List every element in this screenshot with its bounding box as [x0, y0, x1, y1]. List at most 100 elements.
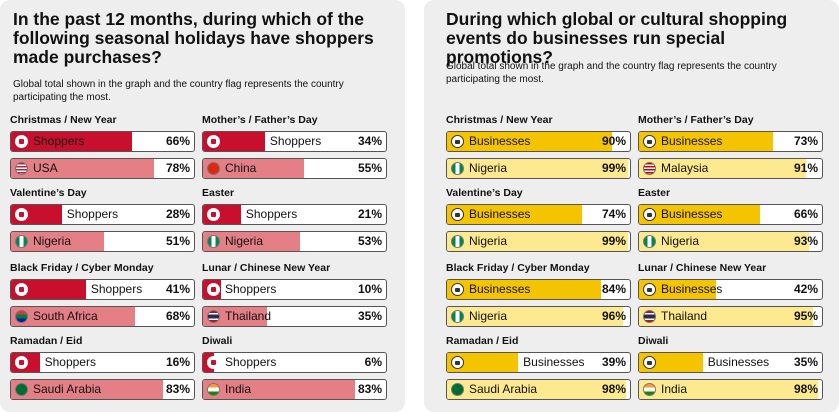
global-bar-value: 34%	[357, 134, 382, 148]
shopper-icon	[15, 283, 28, 296]
shoppers-chart-subtitle: Global total shown in the graph and the …	[13, 79, 344, 103]
category-title: Easter	[202, 187, 235, 199]
global-bar-value: 74%	[601, 207, 626, 221]
global-bar-label: Shoppers	[269, 134, 322, 148]
global-bar-label: Businesses	[661, 207, 723, 221]
country-bar: Nigeria 51%	[10, 231, 195, 252]
country-bar: USA 78%	[10, 158, 195, 179]
global-bar-fill	[639, 353, 704, 372]
global-bar-label: Shoppers	[90, 282, 143, 296]
country-bar-label: India	[225, 382, 252, 396]
global-bar: Businesses 42%	[638, 279, 823, 300]
global-bar: Shoppers 66%	[10, 131, 195, 152]
category-title: Ramadan / Eid	[446, 335, 519, 347]
global-bar-label: Shoppers	[44, 355, 96, 369]
nigeria-flag-icon	[15, 235, 28, 248]
business-icon	[643, 283, 656, 296]
global-bar-value: 39%	[601, 355, 626, 369]
category-title: Valentine’s Day	[10, 187, 87, 199]
country-bar: Nigeria 93%	[638, 231, 823, 252]
global-bar-value: 16%	[165, 355, 190, 369]
category-block: Easter Businesses 66% Nigeria 93%	[638, 186, 823, 259]
country-bar-fill	[11, 307, 136, 326]
global-bar-label: Businesses	[469, 282, 531, 296]
country-bar-fill	[203, 307, 268, 326]
country-bar: Malaysia 91%	[638, 158, 823, 179]
country-bar-label: Malaysia	[661, 161, 709, 175]
country-bar-fill	[447, 159, 629, 178]
category-title: Lunar / Chinese New Year	[202, 262, 331, 274]
global-bar-fill	[11, 132, 132, 151]
business-icon	[451, 135, 464, 148]
global-bar-label: Shoppers	[66, 207, 119, 221]
country-bar-value: 99%	[601, 161, 626, 175]
category-title: Ramadan / Eid	[10, 335, 83, 347]
country-bar-label: Nigeria	[33, 234, 72, 248]
global-bar: Businesses 74%	[446, 204, 631, 225]
country-bar-label: Nigeria	[469, 234, 508, 248]
global-bar-fill	[447, 132, 612, 151]
shopper-icon	[207, 283, 220, 296]
businesses-panel: During which global or cultural shopping…	[424, 0, 839, 412]
shopper-icon	[207, 208, 220, 221]
shopper-icon	[15, 135, 28, 148]
country-bar-value: 96%	[601, 309, 626, 323]
country-bar: China 55%	[202, 158, 387, 179]
country-bar-fill	[639, 159, 806, 178]
china-flag-icon	[207, 162, 220, 175]
country-bar-fill	[447, 232, 629, 251]
nigeria-flag-icon	[451, 310, 464, 323]
nigeria-flag-icon	[643, 235, 656, 248]
category-block: Valentine’s Day Shoppers 28% Nigeria 51%	[10, 186, 195, 259]
category-block: Ramadan / Eid Businesses 39% Saudi Arabia 98…	[446, 334, 631, 407]
category-title: Lunar / Chinese New Year	[638, 262, 767, 274]
business-icon	[643, 135, 656, 148]
global-bar-value: 10%	[357, 282, 382, 296]
global-bar: Shoppers 21%	[202, 204, 387, 225]
country-bar-value: 55%	[357, 161, 382, 175]
country-bar-fill	[639, 232, 810, 251]
country-bar-fill	[203, 159, 304, 178]
category-block: Black Friday / Cyber Monday Shoppers 41% So…	[10, 261, 195, 334]
category-block: Diwali Shoppers 6% India 83%	[202, 334, 387, 407]
country-bar-value: 78%	[165, 161, 190, 175]
global-bar-value: 21%	[357, 207, 382, 221]
category-block: Diwali Businesses 35% India 98%	[638, 334, 823, 407]
country-bar: Saudi Arabia 98%	[446, 379, 631, 400]
category-block: Mother’s / Father’s Day Shoppers 34% China 5…	[202, 113, 387, 186]
global-bar: Businesses 66%	[638, 204, 823, 225]
global-bar-value: 84%	[601, 282, 626, 296]
category-block: Mother’s / Father’s Day Businesses 73% Mala…	[638, 113, 823, 186]
country-bar-label: India	[661, 382, 688, 396]
category-block: Lunar / Chinese New Year Businesses 42% Tha…	[638, 261, 823, 334]
category-title: Christmas / New Year	[446, 114, 553, 126]
global-bar-value: 28%	[165, 207, 190, 221]
category-block: Lunar / Chinese New Year Shoppers 10% Thail…	[202, 261, 387, 334]
category-block: Christmas / New Year Businesses 90% Nigeria…	[446, 113, 631, 186]
global-bar-label: Businesses	[469, 134, 531, 148]
country-bar-label: China	[225, 161, 257, 175]
global-bar-fill	[447, 353, 519, 372]
global-bar-value: 6%	[364, 355, 382, 369]
category-title: Black Friday / Cyber Monday	[10, 262, 154, 274]
country-bar-value: 95%	[793, 309, 818, 323]
shoppers-panel: In the past 12 months, during which of t…	[0, 0, 405, 412]
global-bar: Businesses 90%	[446, 131, 631, 152]
business-icon	[643, 356, 656, 369]
country-bar-label: Nigeria	[225, 234, 264, 248]
global-bar: Shoppers 16%	[10, 352, 195, 373]
country-bar-value: 99%	[601, 234, 626, 248]
global-bar: Businesses 73%	[638, 131, 823, 152]
category-title: Diwali	[638, 335, 669, 347]
category-block: Black Friday / Cyber Monday Businesses 84%…	[446, 261, 631, 334]
global-bar-label: Businesses	[707, 355, 770, 369]
global-bar: Shoppers 28%	[10, 204, 195, 225]
nigeria-flag-icon	[451, 235, 464, 248]
global-bar: Businesses 35%	[638, 352, 823, 373]
shopper-icon	[15, 356, 28, 369]
global-bar-fill	[447, 205, 583, 224]
malaysia-flag-icon	[643, 162, 656, 175]
global-bar: Businesses 39%	[446, 352, 631, 373]
global-bar-value: 35%	[793, 355, 818, 369]
country-bar: Nigeria 99%	[446, 231, 631, 252]
